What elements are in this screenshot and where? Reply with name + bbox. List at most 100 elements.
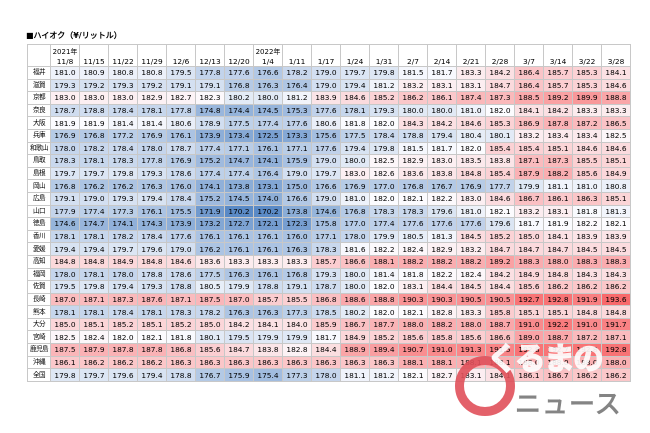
price-cell: 191.7 [601,317,631,332]
price-cell: 185.1 [543,141,573,156]
price-cell: 185.2 [485,229,515,244]
price-cell: 175.9 [224,368,254,382]
price-cell: 187.5 [50,343,80,357]
price-cell: 178.1 [340,103,370,118]
price-cell: 185.2 [369,330,399,345]
price-cell: 177.4 [195,166,225,181]
price-cell: 188.2 [427,254,457,269]
row-label: 奈良 [27,103,51,118]
price-cell: 176.7 [427,179,457,193]
data-row: 福井 181.0 180.9 180.8 180.8 179.5 177.8 177.6 176… [27,66,631,80]
price-cell: 182.7 [427,368,457,382]
data-row: 滋賀 179.3 179.2 179.3 179.2 179.1 179.1 176.8 176… [27,78,631,93]
price-cell: 183.8 [485,154,515,168]
price-cell: 178.0 [50,267,80,282]
column-header: 2022年 1/4 [253,44,283,67]
price-cell: 172.7 [224,217,254,231]
price-cell: 183.0 [340,166,370,181]
price-cell: 175.0 [282,179,312,193]
row-label: 大阪 [27,116,51,130]
price-cell: 184.6 [456,116,486,130]
price-cell: 185.4 [514,141,544,156]
price-cell: 182.2 [427,191,457,206]
price-cell: 179.5 [224,330,254,345]
price-cell: 178.3 [369,204,399,219]
price-cell: 187.1 [514,154,544,168]
price-cell: 181.0 [340,191,370,206]
price-cell: 183.3 [456,305,486,319]
price-cell: 173.8 [224,179,254,193]
price-cell: 184.1 [601,66,631,80]
price-cell: 186.3 [369,355,399,370]
price-cell: 182.6 [369,166,399,181]
price-cell: 183.2 [398,78,428,93]
price-cell: 184.2 [485,66,515,80]
price-cell: 184.1 [543,229,573,244]
price-cell: 182.3 [195,91,225,105]
price-cell: 183.1 [456,78,486,93]
price-cell: 177.5 [224,116,254,130]
price-cell: 176.1 [253,267,283,282]
price-cell: 184.7 [514,242,544,256]
price-cell: 181.1 [543,179,573,193]
price-cell: 179.4 [427,128,457,143]
price-cell: 177.6 [311,103,341,118]
price-cell: 182.1 [137,330,167,345]
price-cell: 185.6 [398,330,428,345]
price-cell: 176.9 [456,179,486,193]
price-cell: 178.5 [311,305,341,319]
price-cell: 187.4 [456,91,486,105]
column-header: 11/15 [79,44,109,67]
date-label: 11/22 [112,57,134,66]
price-cell: 177.1 [224,141,254,156]
price-cell: 178.0 [311,368,341,382]
column-header: 11/22 [108,44,138,67]
data-row: 長崎 187.0 187.1 187.3 187.6 187.1 187.5 187.0 185… [27,292,631,307]
price-cell: 186.3 [224,355,254,370]
watermark-top: くるまの [486,341,604,378]
price-cell: 176.2 [108,179,138,193]
header-row: 2021年 11/8 11/15 11/22 11/29 12/6 12/13 12/20 20… [27,44,631,67]
price-cell: 180.9 [79,66,109,80]
price-cell: 177.6 [398,217,428,231]
price-cell: 185.6 [572,166,602,181]
price-cell: 176.8 [398,179,428,193]
price-cell: 186.1 [514,368,544,382]
row-label: 宮崎 [27,330,51,345]
price-cell: 180.8 [601,179,631,193]
price-cell: 178.0 [50,141,80,156]
price-cell: 184.8 [543,267,573,282]
price-cell: 177.4 [224,166,254,181]
price-cell: 187.8 [543,116,573,130]
price-cell: 179.8 [50,368,80,382]
price-cell: 177.0 [369,179,399,193]
price-cell: 176.9 [137,128,167,143]
row-label: 沖縄 [27,355,51,370]
price-cell: 183.0 [427,154,457,168]
price-cell: 184.9 [601,166,631,181]
price-cell: 177.3 [108,204,138,219]
price-cell: 186.2 [108,355,138,370]
price-cell: 187.3 [543,154,573,168]
price-cell: 185.1 [543,305,573,319]
price-cell: 187.9 [514,166,544,181]
price-cell: 178.0 [340,229,370,244]
price-cell: 176.8 [50,179,80,193]
price-cell: 184.5 [456,280,486,294]
price-cell: 188.7 [485,317,515,332]
price-cell: 178.0 [108,267,138,282]
price-cell: 174.6 [50,217,80,231]
price-cell: 184.3 [398,116,428,130]
price-cell: 188.2 [398,254,428,269]
price-cell: 189.2 [485,254,515,269]
data-row: 大阪 181.9 181.9 181.4 181.4 180.6 178.9 177.5 177… [27,116,631,130]
price-cell: 181.4 [369,267,399,282]
price-cell: 184.7 [485,242,515,256]
price-cell: 180.2 [224,91,254,105]
price-cell: 178.8 [166,368,196,382]
price-cell: 184.5 [572,242,602,256]
price-cell: 170.2 [253,204,283,219]
row-label: 山口 [27,204,51,219]
price-cell: 179.0 [311,66,341,80]
price-cell: 181.2 [282,91,312,105]
